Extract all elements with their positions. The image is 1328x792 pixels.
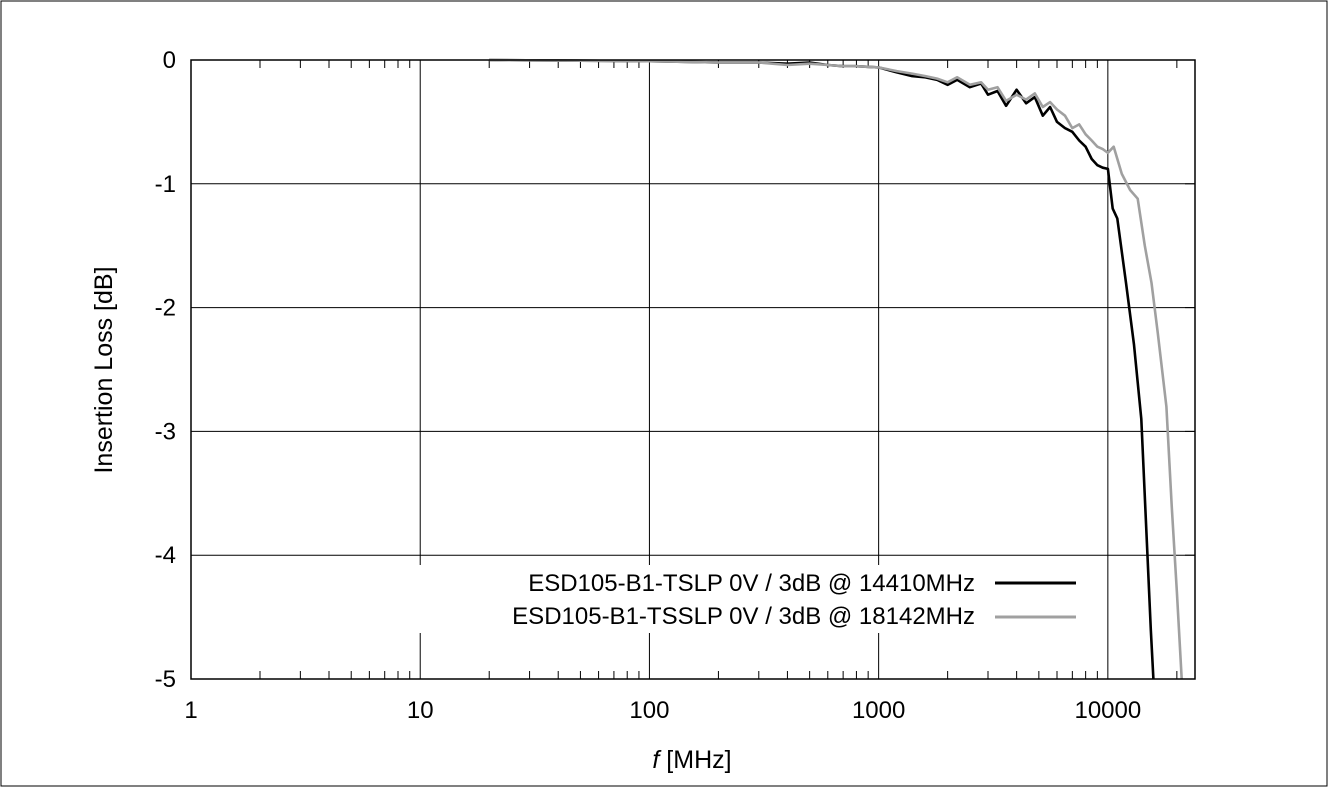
series-line-2: [489, 58, 1183, 680]
series-lines: [489, 58, 1183, 680]
legend-background: [378, 565, 1090, 633]
x-tick-label: 1000: [852, 697, 905, 724]
y-tick-label: -4: [155, 542, 176, 569]
x-tick-label: 10: [407, 697, 434, 724]
x-tick-label: 1: [184, 697, 197, 724]
legend: ESD105-B1-TSLP 0V / 3dB @ 14410MHz ESD10…: [378, 565, 1090, 633]
x-axis-title: f [MHz]: [652, 746, 731, 774]
y-tick-label: -1: [155, 171, 176, 198]
x-axis-tick-labels: 1 10 100 1000 10000: [184, 697, 1141, 724]
grid-lines: [191, 60, 1195, 679]
y-tick-label: 0: [163, 47, 176, 74]
y-axis-title: Insertion Loss [dB]: [90, 266, 118, 473]
x-tick-label: 10000: [1074, 697, 1141, 724]
x-tick-label: 100: [629, 697, 669, 724]
plot-area-border: [190, 59, 1196, 680]
y-axis-tick-labels: 0 -1 -2 -3 -4 -5: [155, 47, 176, 693]
x-axis-title-symbol: f: [652, 746, 662, 774]
legend-label-series-1: ESD105-B1-TSLP 0V / 3dB @ 14410MHz: [528, 570, 975, 597]
y-tick-label: -5: [155, 666, 176, 693]
y-tick-label: -3: [155, 418, 176, 445]
legend-label-series-2: ESD105-B1-TSSLP 0V / 3dB @ 18142MHz: [512, 603, 975, 630]
y-tick-label: -2: [155, 295, 176, 322]
x-axis-title-unit: [MHz]: [659, 746, 731, 774]
